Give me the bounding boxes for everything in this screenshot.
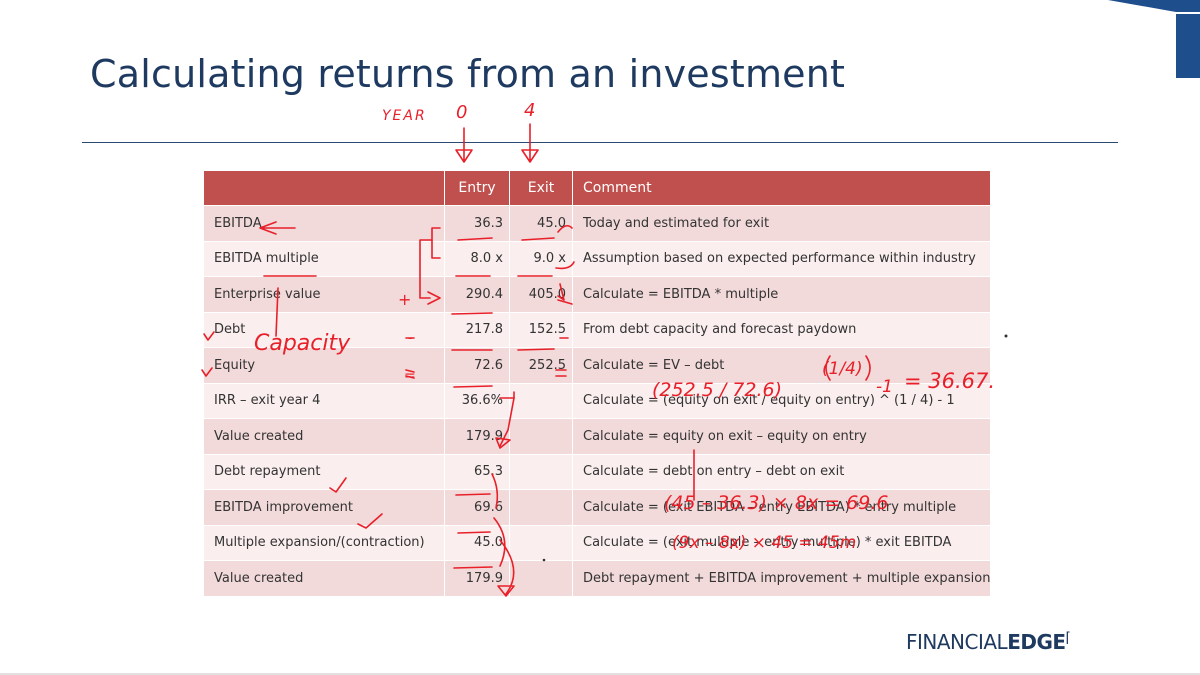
row-label: EBITDA improvement <box>203 489 445 526</box>
row-comment: Calculate = (exit multiple – entry multi… <box>571 524 992 561</box>
table-header-row: Entry Exit Comment <box>203 170 992 206</box>
row-exit-value: 45.0 <box>509 205 573 242</box>
row-entry-value: 290.4 <box>444 276 510 313</box>
row-exit-value <box>509 418 573 455</box>
corner-decoration <box>1100 0 1200 78</box>
row-comment: From debt capacity and forecast paydown <box>571 311 992 348</box>
row-exit-value: 405.0 <box>509 276 573 313</box>
year-label: YEAR <box>382 108 427 124</box>
row-label: Debt repayment <box>203 453 445 490</box>
row-comment: Calculate = (equity on exit / equity on … <box>571 382 992 419</box>
year4-arrow-icon <box>521 123 539 163</box>
row-comment: Calculate = (exit EBITDA – entry EBITDA)… <box>571 489 992 526</box>
row-entry-value: 72.6 <box>444 347 510 384</box>
row-label: Value created <box>203 418 445 455</box>
row-entry-value: 36.6% <box>444 382 510 419</box>
year0-arrow-icon <box>455 127 473 163</box>
row-entry-value: 65.3 <box>444 453 510 490</box>
title-divider <box>82 142 1118 143</box>
table-row-value-created: Value created 179.9 Calculate = equity o… <box>203 418 992 455</box>
table-row-debt: Debt 217.8 152.5 From debt capacity and … <box>203 311 992 348</box>
row-comment: Debt repayment + EBITDA improvement + mu… <box>571 560 992 597</box>
table-row-debt-repayment: Debt repayment 65.3 Calculate = debt on … <box>203 453 992 490</box>
row-entry-value: 179.9 <box>444 418 510 455</box>
row-entry-value: 69.6 <box>444 489 510 526</box>
row-comment: Assumption based on expected performance… <box>571 240 992 277</box>
row-entry-value: 179.9 <box>444 560 510 597</box>
row-label: EBITDA <box>203 205 445 242</box>
slide-title: Calculating returns from an investment <box>90 52 846 96</box>
table-row-irr: IRR – exit year 4 36.6% Calculate = (equ… <box>203 382 992 419</box>
returns-table: Entry Exit Comment EBITDA 36.3 45.0 Toda… <box>203 170 992 597</box>
row-entry-value: 217.8 <box>444 311 510 348</box>
row-label: Enterprise value <box>203 276 445 313</box>
row-label: Debt <box>203 311 445 348</box>
row-entry-value: 45.0 <box>444 524 510 561</box>
row-entry-value: 36.3 <box>444 205 510 242</box>
header-exit: Exit <box>509 170 573 206</box>
row-exit-value <box>509 382 573 419</box>
row-exit-value <box>509 560 573 597</box>
row-exit-value <box>509 489 573 526</box>
logo-bold-text: EDGE <box>1007 630 1066 654</box>
header-entry: Entry <box>444 170 510 206</box>
table-row-multiple-expansion: Multiple expansion/(contraction) 45.0 Ca… <box>203 524 992 561</box>
header-comment: Comment <box>571 170 992 206</box>
row-comment: Today and estimated for exit <box>571 205 992 242</box>
row-comment: Calculate = equity on exit – equity on e… <box>571 418 992 455</box>
row-label: Value created <box>203 560 445 597</box>
row-exit-value <box>509 453 573 490</box>
logo-mark-icon: ⌈ <box>1065 630 1071 646</box>
row-exit-value: 252.5 <box>509 347 573 384</box>
year-exit-number: 4 <box>524 100 535 121</box>
table-row-enterprise-value: Enterprise value 290.4 405.0 Calculate =… <box>203 276 992 313</box>
row-comment: Calculate = EBITDA * multiple <box>571 276 992 313</box>
row-label: IRR – exit year 4 <box>203 382 445 419</box>
bottom-divider <box>0 673 1200 675</box>
row-exit-value: 9.0 x <box>509 240 573 277</box>
table-row-ebitda-multiple: EBITDA multiple 8.0 x 9.0 x Assumption b… <box>203 240 992 277</box>
row-label: Multiple expansion/(contraction) <box>203 524 445 561</box>
table-row-value-created-total: Value created 179.9 Debt repayment + EBI… <box>203 560 992 597</box>
financial-edge-logo: FINANCIALEDGE⌈ <box>906 630 1071 654</box>
table-row-ebitda-improvement: EBITDA improvement 69.6 Calculate = (exi… <box>203 489 992 526</box>
row-comment: Calculate = EV – debt <box>571 347 992 384</box>
header-label <box>203 170 445 206</box>
row-comment: Calculate = debt on entry – debt on exit <box>571 453 992 490</box>
table-row-ebitda: EBITDA 36.3 45.0 Today and estimated for… <box>203 205 992 242</box>
row-exit-value: 152.5 <box>509 311 573 348</box>
row-exit-value <box>509 524 573 561</box>
table-row-equity: Equity 72.6 252.5 Calculate = EV – debt <box>203 347 992 384</box>
year-entry-number: 0 <box>456 102 467 123</box>
logo-light-text: FINANCIAL <box>906 630 1008 654</box>
row-label: EBITDA multiple <box>203 240 445 277</box>
row-label: Equity <box>203 347 445 384</box>
row-entry-value: 8.0 x <box>444 240 510 277</box>
